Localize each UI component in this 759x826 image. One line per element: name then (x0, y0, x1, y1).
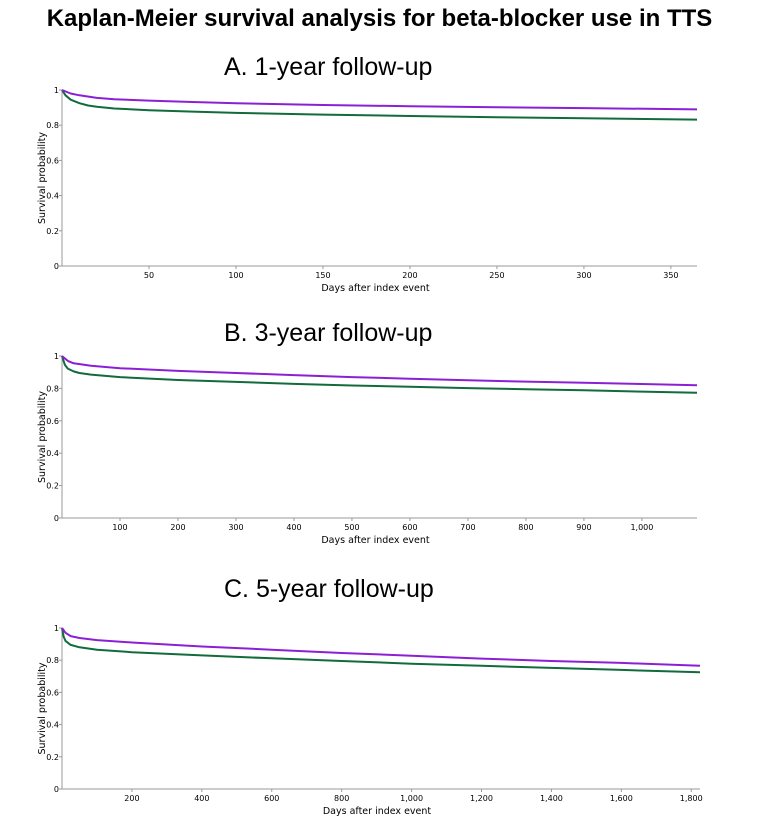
survival-curve (61, 355, 698, 394)
y-tick-label: 1 (54, 624, 59, 633)
survival-curve (61, 89, 698, 111)
x-tick-label: 800 (518, 523, 533, 532)
x-tick-label: 1,400 (540, 794, 563, 803)
x-tick-label: 100 (112, 523, 127, 532)
y-tick-label: 0.4 (46, 192, 59, 201)
x-tick-label: 300 (576, 271, 591, 280)
x-tick-label: 1,000 (630, 523, 653, 532)
y-tick-label: 0.8 (46, 384, 59, 393)
x-axis-label: Days after index event (321, 535, 430, 546)
y-tick-label: 0 (54, 785, 59, 794)
y-tick-label: 0.4 (46, 721, 59, 730)
x-tick-label: 100 (228, 271, 243, 280)
y-axis-label: Survival probability (37, 391, 48, 483)
x-tick-label: 400 (194, 794, 209, 803)
x-tick-label: 600 (264, 794, 279, 803)
x-tick-label: 200 (124, 794, 139, 803)
x-tick-label: 250 (489, 271, 504, 280)
y-tick-label: 0.8 (46, 656, 59, 665)
survival-curve (61, 89, 698, 121)
y-tick-label: 1 (54, 352, 59, 361)
x-tick-label: 800 (334, 794, 349, 803)
survival-curve (61, 627, 701, 674)
x-tick-label: 150 (315, 271, 330, 280)
x-axis-label: Days after index event (321, 283, 430, 294)
km-chart-5-year: 0 0.2 0.4 0.6 0.8 1 200 400 600 800 1,000 1,200 1,40… (37, 624, 703, 817)
x-tick-label: 1,800 (680, 794, 703, 803)
x-tick-label: 600 (402, 523, 417, 532)
x-tick-label: 900 (576, 523, 591, 532)
y-axis-label: Survival probability (37, 662, 48, 754)
x-tick-label: 1,200 (470, 794, 493, 803)
y-tick-label: 0.6 (46, 417, 59, 426)
page-title: Kaplan-Meier survival analysis for beta-… (46, 5, 713, 32)
x-tick-label: 1,600 (610, 794, 633, 803)
x-tick-label: 1,000 (400, 794, 423, 803)
x-axis-label: Days after index event (323, 806, 432, 817)
y-tick-label: 0.2 (46, 482, 59, 491)
x-tick-label: 200 (170, 523, 185, 532)
x-tick-label: 500 (344, 523, 359, 532)
chart-title: A. 1-year follow-up (224, 53, 433, 81)
chart-title: C. 5-year follow-up (224, 575, 434, 603)
survival-curve (61, 355, 698, 387)
y-tick-label: 0 (54, 514, 59, 523)
km-chart-3-year: 0 0.2 0.4 0.6 0.8 1 100 200 300 400 500 600 700 800 90… (37, 352, 698, 546)
y-tick-label: 0.8 (46, 121, 59, 130)
y-tick-label: 0.6 (46, 688, 59, 697)
y-tick-label: 1 (54, 86, 59, 95)
y-tick-label: 0.2 (46, 227, 59, 236)
chart-title: B. 3-year follow-up (224, 319, 433, 347)
x-tick-label: 400 (286, 523, 301, 532)
x-tick-label: 50 (144, 271, 154, 280)
y-tick-label: 0.4 (46, 449, 59, 458)
x-tick-label: 200 (402, 271, 417, 280)
x-tick-label: 700 (460, 523, 475, 532)
x-tick-label: 300 (228, 523, 243, 532)
y-tick-label: 0.6 (46, 156, 59, 165)
x-tick-label: 350 (663, 271, 678, 280)
survival-curve (61, 627, 701, 667)
y-axis-label: Survival probability (37, 132, 48, 224)
y-tick-label: 0.2 (46, 753, 59, 762)
y-tick-label: 0 (54, 262, 59, 271)
